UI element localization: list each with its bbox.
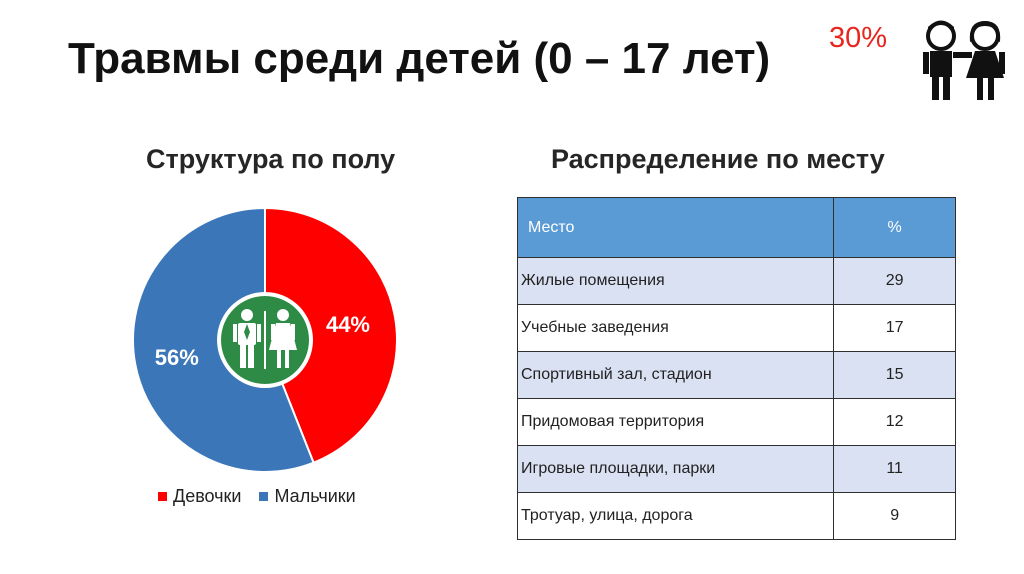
table-cell-place: Учебные заведения: [516, 304, 835, 352]
boy-girl-icon: [923, 20, 1005, 100]
places-table: Место % Жилые помещения 29 Учебные завед…: [516, 197, 956, 540]
pie-slice-girls: [264, 206, 398, 465]
legend-swatch-boys: [259, 492, 269, 501]
table-cell-place: Придомовая территория: [516, 398, 835, 446]
gender-pie-chart: 44% 56%: [132, 206, 398, 473]
pie-title: Структура по полу: [146, 144, 396, 174]
table-cell-percent: 15: [833, 351, 956, 399]
table-row: Придомовая территория 12: [516, 398, 956, 446]
table-cell-place: Спортивный зал, стадион: [516, 351, 835, 399]
table-title: Распределение по месту: [551, 144, 885, 174]
man-woman-icon: [217, 292, 313, 388]
legend-swatch-girls: [158, 492, 167, 501]
table-cell-place: Игровые площадки, парки: [516, 445, 835, 493]
table-header-row: Место %: [516, 197, 956, 258]
percent-badge: 30%: [829, 22, 888, 54]
table-cell-percent: 17: [833, 304, 956, 352]
legend-label-girls: Девочки: [173, 486, 242, 506]
table-cell-place: Жилые помещения: [516, 257, 835, 305]
pie-legend: Девочки Мальчики: [158, 486, 356, 507]
table-cell-percent: 11: [833, 445, 956, 493]
table-header-place: Место: [516, 197, 835, 258]
legend-label-boys: Мальчики: [274, 486, 356, 506]
table-row: Спортивный зал, стадион 15: [516, 351, 956, 399]
table-cell-percent: 12: [833, 398, 956, 446]
table-row: Тротуар, улица, дорога 9: [516, 492, 956, 540]
table-cell-place: Тротуар, улица, дорога: [516, 492, 835, 540]
legend-item-boys: Мальчики: [259, 486, 356, 507]
table-row: Игровые площадки, парки 11: [516, 445, 956, 493]
pie-label-boys: 56%: [155, 345, 199, 370]
legend-item-girls: Девочки: [158, 486, 241, 507]
pie-label-girls: 44%: [326, 312, 370, 337]
table-header-percent: %: [833, 197, 956, 258]
table-cell-percent: 9: [833, 492, 956, 540]
table-cell-percent: 29: [833, 257, 956, 305]
table-row: Учебные заведения 17: [516, 304, 956, 352]
page-title: Травмы среди детей (0 – 17 лет): [68, 34, 771, 83]
table-row: Жилые помещения 29: [516, 257, 956, 305]
